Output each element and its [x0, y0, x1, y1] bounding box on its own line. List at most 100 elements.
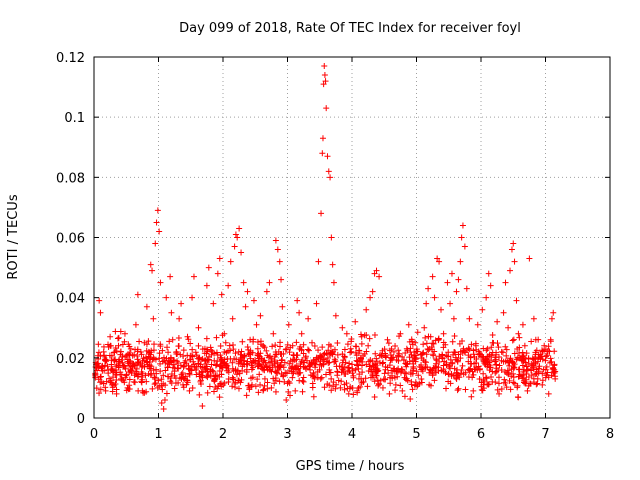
data-point: [476, 351, 483, 358]
data-point: [479, 306, 486, 313]
data-point: [550, 364, 557, 371]
data-point: [189, 346, 196, 353]
data-point: [173, 348, 180, 355]
data-point: [243, 392, 250, 399]
data-point: [113, 390, 120, 397]
data-point: [525, 355, 532, 362]
data-point: [227, 258, 234, 265]
data-point: [244, 358, 251, 365]
data-point: [112, 381, 119, 388]
data-point: [106, 375, 113, 382]
data-point: [452, 354, 459, 361]
data-point: [159, 386, 166, 393]
data-point: [358, 333, 365, 340]
data-point: [158, 382, 165, 389]
data-point: [296, 369, 303, 376]
data-point: [268, 355, 275, 362]
data-point: [498, 386, 505, 393]
x-tick-label: 1: [154, 427, 162, 442]
data-point: [414, 381, 421, 388]
data-point: [295, 370, 302, 377]
data-point: [292, 387, 299, 394]
data-point: [115, 334, 122, 341]
data-point: [392, 381, 399, 388]
data-point: [334, 339, 341, 346]
data-point: [155, 377, 162, 384]
data-point: [147, 261, 154, 268]
data-point: [234, 234, 241, 241]
data-point: [510, 365, 517, 372]
data-point: [274, 246, 281, 253]
data-point: [375, 381, 382, 388]
data-point: [339, 324, 346, 331]
data-point: [385, 370, 392, 377]
data-point: [185, 365, 192, 372]
data-point: [309, 384, 316, 391]
data-point: [341, 363, 348, 370]
data-point: [290, 351, 297, 358]
data-point: [476, 376, 483, 383]
data-point: [109, 381, 116, 388]
data-point: [550, 309, 557, 316]
data-point: [495, 344, 502, 351]
tick-labels: 0 1 2 3 4 5 6 7 8 0 0.02 0.04 0.06 0.08 0.1 0.12: [56, 51, 614, 442]
data-point: [328, 387, 335, 394]
data-point: [229, 315, 236, 322]
data-point: [286, 367, 293, 374]
data-point: [245, 382, 252, 389]
data-point: [175, 343, 182, 350]
data-point: [246, 351, 253, 358]
data-point: [431, 294, 438, 301]
data-point: [528, 338, 535, 345]
data-point: [102, 387, 109, 394]
data-point: [385, 340, 392, 347]
data-point: [116, 356, 123, 363]
data-point: [516, 344, 523, 351]
data-point: [341, 381, 348, 388]
data-point: [272, 388, 279, 395]
data-point: [278, 357, 285, 364]
data-point: [274, 370, 281, 377]
data-point: [544, 369, 551, 376]
data-point: [516, 334, 523, 341]
data-point: [544, 352, 551, 359]
data-point: [156, 228, 163, 235]
data-point: [386, 362, 393, 369]
data-point: [489, 378, 496, 385]
data-point: [354, 387, 361, 394]
data-point: [495, 380, 502, 387]
data-point: [469, 374, 476, 381]
data-point: [449, 360, 456, 367]
data-point: [548, 315, 555, 322]
data-point: [415, 372, 422, 379]
data-point: [514, 354, 521, 361]
data-point: [320, 351, 327, 358]
data-point: [213, 361, 220, 368]
data-point: [286, 349, 293, 356]
data-point: [168, 355, 175, 362]
data-point: [287, 392, 294, 399]
data-point: [388, 372, 395, 379]
data-point: [387, 351, 394, 358]
data-point: [521, 342, 528, 349]
data-point: [101, 362, 108, 369]
data-point: [539, 377, 546, 384]
data-point: [395, 357, 402, 364]
data-point: [406, 358, 413, 365]
data-point: [539, 381, 546, 388]
data-point: [372, 362, 379, 369]
data-point: [296, 309, 303, 316]
data-point: [428, 344, 435, 351]
data-point: [175, 334, 182, 341]
data-point: [124, 384, 131, 391]
data-point: [422, 364, 429, 371]
data-point: [344, 341, 351, 348]
data-point: [316, 353, 323, 360]
data-point: [165, 373, 172, 380]
data-point: [186, 371, 193, 378]
data-point: [425, 285, 432, 292]
data-point: [231, 380, 238, 387]
data-point: [340, 357, 347, 364]
data-point: [433, 356, 440, 363]
data-point: [160, 405, 167, 412]
